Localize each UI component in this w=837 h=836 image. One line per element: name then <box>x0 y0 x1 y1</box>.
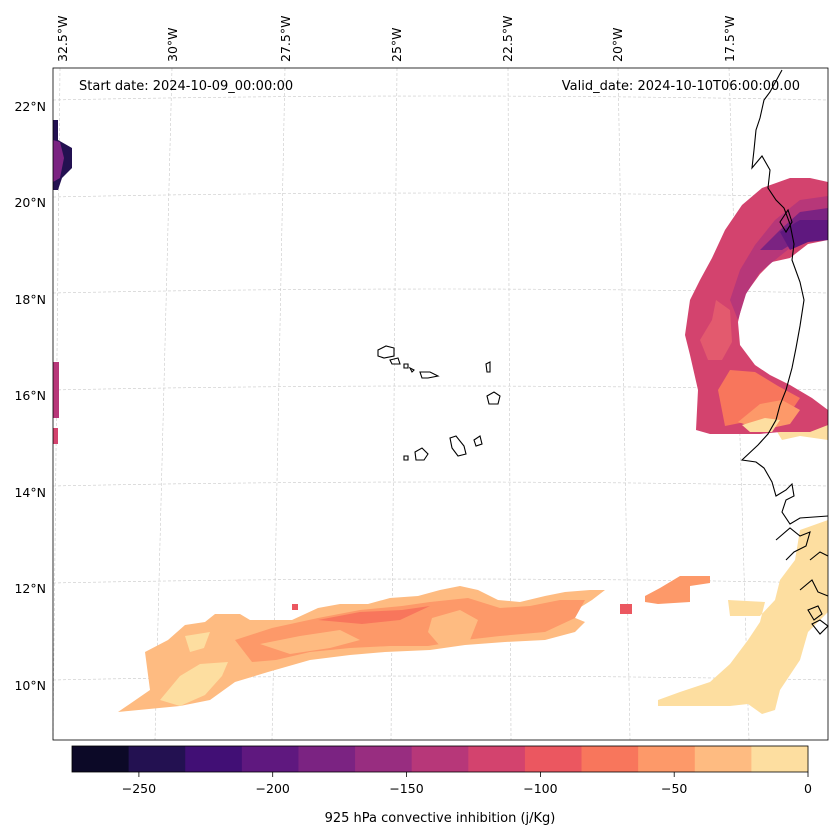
lon-label-32-5w: 32.5°W <box>55 16 70 62</box>
island-sao-nicolau <box>419 371 440 379</box>
island-boa-vista <box>486 391 501 405</box>
colorbar-tick-label: 0 <box>804 781 812 796</box>
lat-label-14n: 14°N <box>14 485 46 500</box>
colorbar-title: 925 hPa convective inhibition (j/Kg) <box>325 811 556 826</box>
cin-patch-southeast <box>658 520 828 714</box>
island-sao-vicente <box>389 357 401 365</box>
colorbar-bin <box>411 746 469 772</box>
lon-label-17-5w: 17.5°W <box>722 16 737 62</box>
cin-patch-west <box>53 362 59 418</box>
latitude-labels: 22°N 20°N 18°N 16°N 14°N 12°N 10°N <box>14 99 46 693</box>
colorbar-tick-label: −200 <box>256 781 290 796</box>
island-brava <box>403 455 409 461</box>
island-fogo <box>414 447 429 461</box>
colorbar: −250 −200 −150 −100 −50 0 925 hPa convec… <box>71 745 812 826</box>
colorbar-bin <box>185 746 243 772</box>
colorbar-bin <box>468 746 526 772</box>
colorbar-bin <box>298 746 356 772</box>
colorbar-bins <box>72 746 809 772</box>
cin-contours <box>53 120 828 714</box>
colorbar-bin <box>241 746 299 772</box>
lat-label-10n: 10°N <box>14 678 46 693</box>
colorbar-bin <box>355 746 413 772</box>
island-maio <box>473 435 483 447</box>
colorbar-bin <box>72 746 130 772</box>
colorbar-ticks <box>138 772 809 777</box>
lat-label-12n: 12°N <box>14 581 46 596</box>
colorbar-bin <box>751 746 809 772</box>
lon-label-30w: 30°W <box>165 27 180 62</box>
colorbar-bin <box>581 746 639 772</box>
lat-label-18n: 18°N <box>14 292 46 307</box>
colorbar-bin <box>128 746 186 772</box>
colorbar-bin <box>524 746 582 772</box>
colorbar-tick-label: −150 <box>389 781 423 796</box>
colorbar-tick-label: −250 <box>122 781 156 796</box>
lon-label-20w: 20°W <box>610 27 625 62</box>
start-date-label: Start date: 2024-10-09_00:00:00 <box>79 79 293 94</box>
lon-label-22-5w: 22.5°W <box>500 16 515 62</box>
colorbar-tick-label: −100 <box>523 781 557 796</box>
lat-label-22n: 22°N <box>14 99 46 114</box>
colorbar-bin <box>694 746 752 772</box>
colorbar-tick-label: −50 <box>661 781 687 796</box>
lon-label-25w: 25°W <box>389 27 404 62</box>
island-santo-antao <box>377 345 395 359</box>
lat-label-16n: 16°N <box>14 388 46 403</box>
africa-coastline <box>740 69 829 525</box>
island-santiago <box>449 435 467 457</box>
lon-label-27-5w: 27.5°W <box>278 16 293 62</box>
map-frame <box>52 67 829 741</box>
colorbar-bin <box>638 746 696 772</box>
latitude-gridlines <box>52 95 829 681</box>
island-sal <box>485 361 491 373</box>
colorbar-frame <box>71 745 809 773</box>
longitude-labels: 32.5°W 30°W 27.5°W 25°W 22.5°W 20°W 17.5… <box>55 16 737 62</box>
lat-label-20n: 20°N <box>14 195 46 210</box>
valid-date-label: Valid_date: 2024-10-10T06:00:00.00 <box>562 79 800 94</box>
